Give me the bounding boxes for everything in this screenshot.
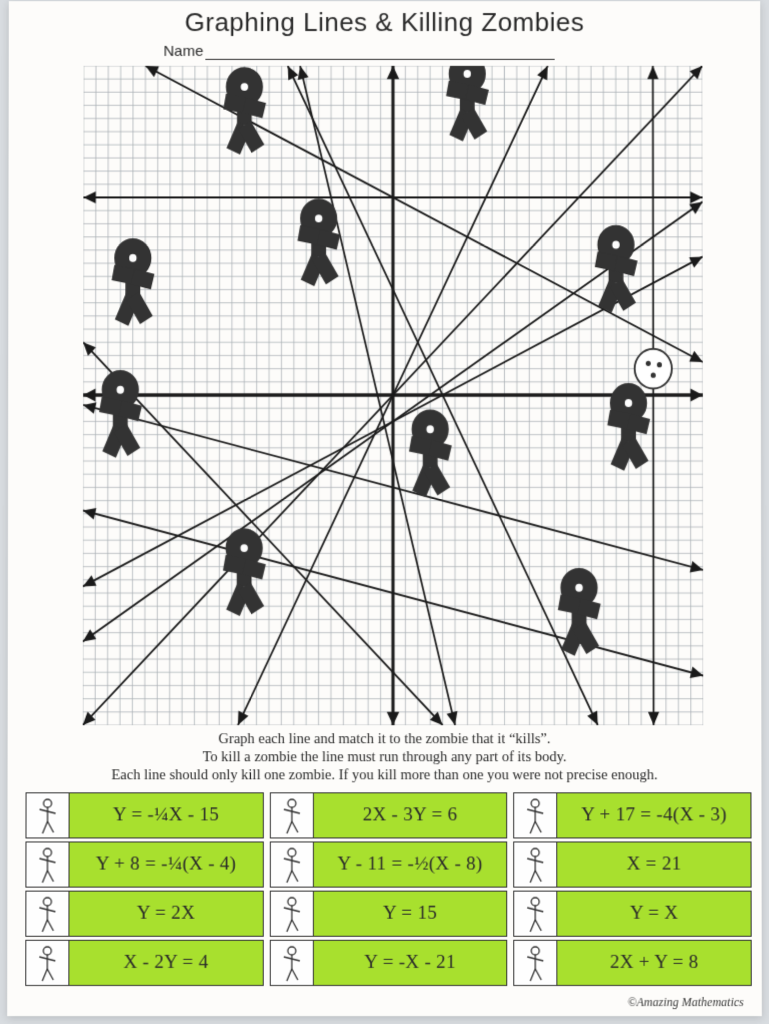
z-mop-icon xyxy=(25,940,69,986)
equation-cell: Y - 11 = -½(X - 8) xyxy=(269,841,507,887)
equation-cell: X - 2Y = 4 xyxy=(25,940,263,986)
page-title: Graphing Lines & Killing Zombies xyxy=(9,1,760,38)
equation-box[interactable]: Y = -X - 21 xyxy=(314,940,508,986)
instruction-line-3: Each line should only kill one zombie. I… xyxy=(8,767,762,785)
z-stand-icon xyxy=(25,891,69,937)
name-underline[interactable] xyxy=(205,59,554,60)
name-field-row: Name xyxy=(163,43,554,60)
z-lean-icon xyxy=(514,841,558,887)
z-granny-icon xyxy=(269,841,313,887)
credit-text: ©Amazing Mathematics xyxy=(627,995,743,1010)
equation-cell: 2X - 3Y = 6 xyxy=(269,792,507,838)
equation-box[interactable]: Y - 11 = -½(X - 8) xyxy=(314,841,508,887)
z-reach-icon xyxy=(513,792,557,838)
equation-cell: Y + 17 = -4(X - 3) xyxy=(513,792,751,838)
equation-cell: 2X + Y = 8 xyxy=(514,940,752,986)
worksheet-page: Graphing Lines & Killing Zombies Name Gr… xyxy=(7,1,762,1016)
z-arms-icon xyxy=(25,841,69,887)
equation-box[interactable]: 2X + Y = 8 xyxy=(558,940,752,986)
equation-cell: Y = X xyxy=(514,891,752,937)
equation-box[interactable]: Y = 2X xyxy=(69,891,263,937)
equation-cell: X = 21 xyxy=(514,841,752,887)
equation-cell: Y = -X - 21 xyxy=(269,940,507,986)
equation-box[interactable]: Y + 17 = -4(X - 3) xyxy=(558,792,752,838)
instructions: Graph each line and match it to the zomb… xyxy=(8,730,762,784)
z-bald-icon xyxy=(269,891,313,937)
equation-box[interactable]: Y = -¼X - 15 xyxy=(70,792,264,838)
equation-cell: Y = 15 xyxy=(269,891,507,937)
equation-grid: Y = -¼X - 15 2X - 3Y = 6 Y + 17 = -4(X -… xyxy=(25,792,752,986)
z-kid-icon xyxy=(514,891,558,937)
coordinate-graph xyxy=(83,66,704,725)
z-walk-icon xyxy=(25,792,69,838)
z-girl-icon xyxy=(269,940,313,986)
equation-box[interactable]: X - 2Y = 4 xyxy=(69,940,263,986)
equation-cell: Y = 2X xyxy=(25,891,263,937)
z-stumble-icon xyxy=(514,940,558,986)
z-ball-icon xyxy=(269,792,313,838)
equation-box[interactable]: 2X - 3Y = 6 xyxy=(314,792,508,838)
equation-cell: Y + 8 = -¼(X - 4) xyxy=(25,841,263,887)
equation-box[interactable]: Y + 8 = -¼(X - 4) xyxy=(69,841,263,887)
equation-cell: Y = -¼X - 15 xyxy=(25,792,263,838)
name-label: Name xyxy=(163,43,203,60)
instruction-line-2: To kill a zombie the line must run throu… xyxy=(8,748,762,766)
equation-box[interactable]: Y = 15 xyxy=(314,891,508,937)
equation-box[interactable]: Y = X xyxy=(558,891,752,937)
equation-box[interactable]: X = 21 xyxy=(558,841,752,887)
instruction-line-1: Graph each line and match it to the zomb… xyxy=(8,730,762,748)
zombie-figures xyxy=(100,66,672,653)
graph-svg xyxy=(83,66,704,725)
